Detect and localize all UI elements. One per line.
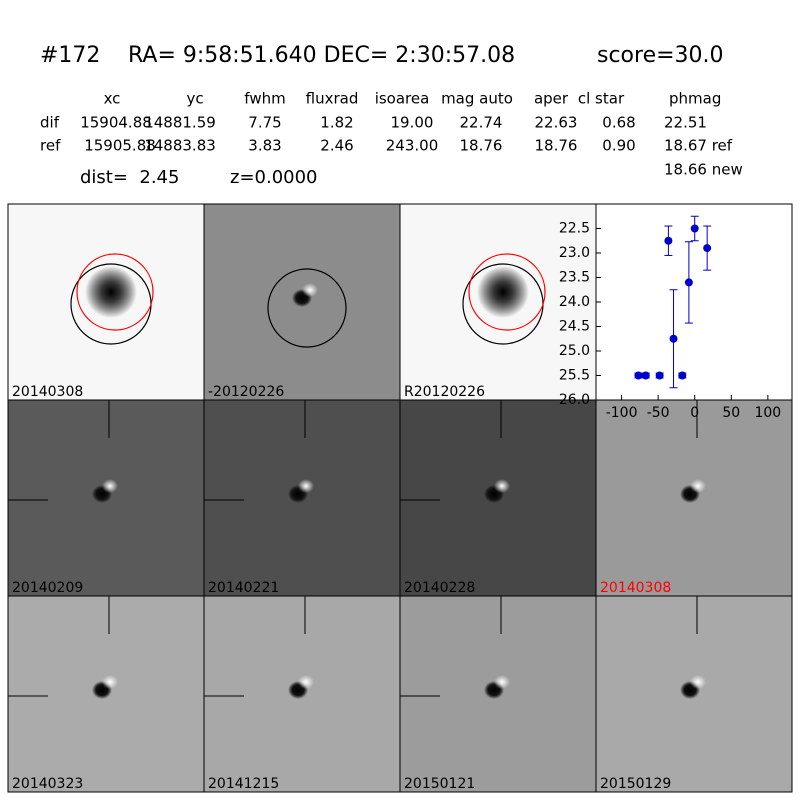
data-point [664,236,673,245]
stamp-label: -20120226 [208,384,284,400]
data-point [669,334,678,343]
table-cell: 14883.83 [144,137,216,155]
table-cell: 19.00 [391,114,434,132]
column-header: aper [534,90,569,108]
table-cell: 18.76 [460,137,503,155]
table-cell: 22.74 [460,114,503,132]
dipole-bright [494,675,510,689]
data-point [678,371,687,380]
dipole-bright [690,675,706,689]
y-tick-label: 24.0 [559,294,590,310]
dipole-bright [102,675,118,689]
source-blob [85,266,137,318]
column-header: fwhm [244,90,285,108]
dipole-bright [494,479,510,493]
data-point [634,371,643,380]
coordinates: RA= 9:58:51.640 DEC= 2:30:57.08 [128,43,515,68]
table-cell: 15904.88 [80,114,152,132]
source-blob [477,266,529,318]
distance: dist= 2.45 [80,167,179,188]
data-point [703,244,712,253]
y-tick-label: 25.5 [559,368,590,384]
y-tick-label: 26.0 [559,392,590,408]
table-cell: 2.46 [320,137,353,155]
redshift: z=0.0000 [230,167,318,188]
table-cell: 0.68 [602,114,635,132]
y-tick-label: 23.5 [559,270,590,286]
y-tick-label: 22.5 [559,221,590,237]
aperture-circle [76,253,154,331]
column-header: isoarea [375,90,430,108]
table-cell: 3.83 [248,137,281,155]
stamp-label: 20140221 [208,580,279,596]
y-tick-label: 25.0 [559,343,590,359]
y-tick-label: 23.0 [559,245,590,261]
stamp-label: 20140323 [12,776,83,792]
y-tick-label: 24.5 [559,319,590,335]
table-cell: 14881.59 [144,114,216,132]
aperture-circle [267,268,347,348]
table-cell: 1.82 [320,114,353,132]
data-point [690,224,699,233]
column-header: fluxrad [306,90,359,108]
row-label: dif [40,114,60,132]
x-tick-label: -100 [606,405,638,421]
object-id: #172 [40,43,100,68]
table-cell: 15905.88 [84,137,156,155]
column-header: mag auto [441,90,513,108]
data-point [641,371,650,380]
stamp-label: R20120226 [404,384,485,400]
score: score=30.0 [597,43,724,68]
dipole-bright [102,479,118,493]
table-cell: 243.00 [386,137,439,155]
x-tick-label: 50 [722,405,740,421]
x-tick-label: 0 [690,405,699,421]
dipole-bright [690,479,706,493]
x-tick-label: -50 [647,405,670,421]
table-cell: 7.75 [248,114,281,132]
stamp-label: 20150129 [600,776,671,792]
stamp-label: 20140228 [404,580,475,596]
table-cell: 22.63 [535,114,578,132]
plot-area [595,203,793,401]
column-header: cl star [578,90,625,108]
table-cell: 18.76 [535,137,578,155]
column-header: phmag [669,90,721,108]
dipole-bright [298,479,314,493]
x-tick-label: 100 [754,405,781,421]
stamp-label: 20140308 [600,580,671,596]
table-cell: 18.67 ref [664,137,733,155]
table-cell: 0.90 [602,137,635,155]
table-note: 18.66 new [664,161,743,179]
stamp-label: 20141215 [208,776,279,792]
data-point [684,278,693,287]
dipole-bright [298,675,314,689]
stamp-label: 20140308 [12,384,83,400]
stamp-label: 20140209 [12,580,83,596]
aperture-circle [468,253,546,331]
data-point [655,371,664,380]
column-header: xc [104,90,121,108]
dipole-bright [302,283,318,297]
table-cell: 22.51 [664,114,707,132]
row-label: ref [40,137,61,155]
stamp-label: 20150121 [404,776,475,792]
column-header: yc [186,90,203,108]
